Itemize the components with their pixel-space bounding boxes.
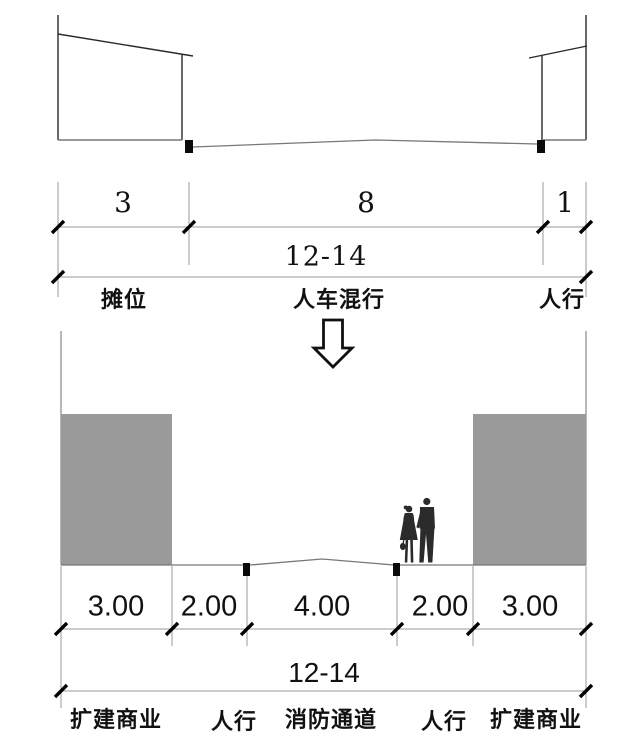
road-crown-line [249,558,395,566]
left-bollard-marker [243,563,250,576]
top-right-building-outline [528,15,588,141]
roof-slant-line [528,45,588,59]
pedestrians-icon [399,497,435,563]
bottom-dim-2b: 2.00 [411,590,469,623]
bottom-dim-2a: 2.00 [180,590,238,623]
right-bollard-marker [393,563,400,576]
top-label-pedestrian: 人行 [538,287,586,312]
bottom-label-pedestrian-left: 人行 [210,709,258,734]
top-extension-lines [57,182,587,297]
top-left-building-outline [57,15,194,141]
bottom-extension-lines [60,566,587,708]
top-label-stalls: 摊位 [100,287,148,312]
bottom-ground-lines [61,558,586,566]
top-total-dim: 12-14 [284,241,368,273]
left-expanded-commercial-block [61,414,172,565]
transform-arrow-icon [310,318,356,369]
bottom-dim-4: 4.00 [293,590,351,623]
bottom-label-pedestrian-right: 人行 [420,709,468,734]
bottom-label-fire-lane: 消防通道 [284,707,378,732]
left-bollard-marker [185,140,193,153]
top-dim2-ticks [50,269,594,285]
right-bollard-marker [537,140,545,153]
bottom-label-commercial-right: 扩建商业 [489,707,583,732]
top-dim1-ticks [50,219,594,235]
bottom-dim2-ticks [53,683,594,699]
road-crown-line [192,139,538,148]
bottom-dim-3a: 3.00 [87,590,145,623]
bottom-total-dim: 12-14 [288,657,360,688]
bottom-label-commercial-left: 扩建商业 [69,707,163,732]
top-dim-8: 8 [357,186,375,219]
bottom-dim-3b: 3.00 [501,590,559,623]
top-label-mixed-traffic: 人车混行 [292,287,386,312]
right-expanded-commercial-block [473,414,586,565]
bottom-dim1-ticks [53,621,594,637]
top-dim-1: 1 [556,186,574,219]
roof-slant-line [57,33,194,57]
top-dim-3: 3 [114,186,132,219]
